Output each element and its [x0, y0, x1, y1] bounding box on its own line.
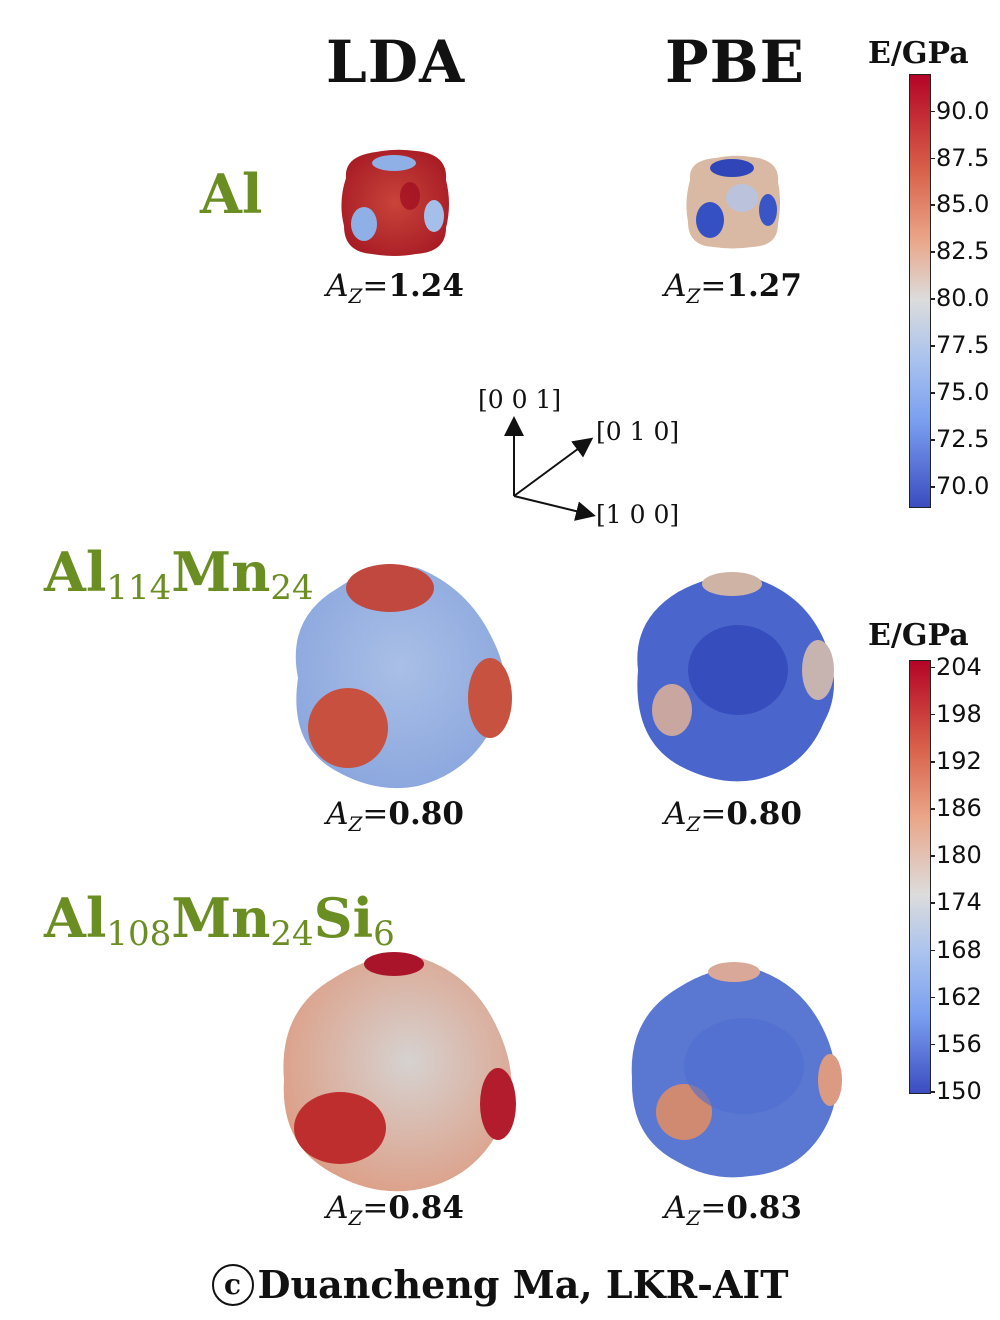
az-al108mn24si6-pbe: AZ=0.83: [664, 1190, 802, 1231]
colorbar-1-tick: 72.5: [929, 425, 990, 454]
copyright-icon: c: [211, 1264, 254, 1306]
colorbar-2-tick: 168: [930, 935, 982, 964]
colorbar-1-tick: 82.5: [929, 237, 990, 266]
colorbar-2-tick: 150: [930, 1077, 982, 1105]
az-al-lda: AZ=1.24: [326, 268, 464, 309]
colorbar-2-tick: 204: [930, 652, 982, 681]
material-label-al: Al: [200, 162, 263, 226]
colorbar-1-tick: 87.5: [929, 143, 990, 172]
colorbar-2-tick: 162: [930, 982, 982, 1011]
surface-al114mn24-lda: [295, 564, 512, 789]
colorbar-2-tick: 180: [930, 841, 982, 870]
colorbar-1-tick: 85.0: [929, 190, 990, 219]
az-al114mn24-lda: AZ=0.80: [326, 796, 464, 837]
surface-al108mn24si6-lda: [283, 952, 516, 1192]
az-al108mn24si6-lda: AZ=0.84: [326, 1190, 464, 1231]
surface-al108mn24si6-pbe: [631, 962, 842, 1178]
axis-y-arrow: [513, 437, 594, 497]
surface-al-pbe: [686, 155, 780, 249]
colorbar-2-tick: 156: [930, 1029, 982, 1058]
column-header-lda: LDA: [326, 28, 466, 96]
colorbar-2-title: E/GPa: [868, 618, 969, 653]
colorbar-1-tick: 70.0: [929, 472, 990, 501]
column-header-pbe: PBE: [665, 28, 805, 96]
colorbar-1: [909, 74, 931, 508]
axis-x-label: [1 0 0]: [596, 500, 680, 529]
material-label-al108mn24si6: Al108Mn24Si6: [44, 886, 395, 954]
colorbar-1-title: E/GPa: [868, 36, 969, 71]
az-al-pbe: AZ=1.27: [664, 268, 802, 309]
colorbar-1-tick: 75.0: [929, 378, 990, 407]
colorbar-2-tick: 174: [930, 888, 982, 917]
material-label-al114mn24: Al114Mn24: [44, 540, 314, 608]
axis-z-label: [0 0 1]: [478, 385, 562, 414]
surface-al114mn24-pbe: [637, 572, 834, 782]
colorbar-1-tick: 77.5: [929, 331, 990, 360]
axis-y-label: [0 1 0]: [596, 417, 680, 446]
az-al114mn24-pbe: AZ=0.80: [664, 796, 802, 837]
colorbar-2-tick: 192: [930, 747, 982, 776]
colorbar-1-tick: 90.0: [929, 96, 990, 125]
crystal-axes-diagram: [504, 416, 596, 521]
colorbar-2-tick: 198: [930, 699, 982, 728]
colorbar-1-tick: 80.0: [929, 284, 990, 313]
copyright-notice: c Duancheng Ma, LKR-AIT: [0, 1262, 1000, 1307]
surface-al-lda: [341, 149, 449, 256]
axis-x-arrow: [513, 495, 596, 521]
colorbar-2-tick: 186: [930, 794, 982, 823]
colorbar-2: [909, 660, 931, 1094]
